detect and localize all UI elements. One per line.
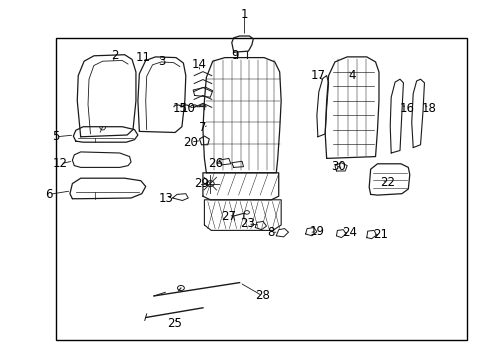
Text: 5: 5 <box>52 130 60 143</box>
Text: 15: 15 <box>172 102 187 115</box>
Text: 2: 2 <box>111 49 119 62</box>
Text: 18: 18 <box>421 102 436 114</box>
Text: 7: 7 <box>199 121 206 134</box>
Text: 12: 12 <box>53 157 67 170</box>
Text: 30: 30 <box>330 160 345 173</box>
Text: 4: 4 <box>347 69 355 82</box>
Text: 3: 3 <box>157 55 165 68</box>
Bar <box>56 38 466 340</box>
Text: 22: 22 <box>380 176 394 189</box>
Text: 20: 20 <box>183 136 198 149</box>
Text: 26: 26 <box>207 157 222 170</box>
Text: 6: 6 <box>45 188 53 201</box>
Text: 24: 24 <box>342 226 356 239</box>
Text: 28: 28 <box>255 289 269 302</box>
Text: 10: 10 <box>181 102 195 114</box>
Text: 19: 19 <box>309 225 324 238</box>
Text: 17: 17 <box>310 69 325 82</box>
Text: 29: 29 <box>194 177 209 190</box>
Text: 11: 11 <box>135 51 150 64</box>
Text: 25: 25 <box>167 317 182 330</box>
Text: 21: 21 <box>372 228 387 241</box>
Text: 27: 27 <box>221 210 235 223</box>
Text: 16: 16 <box>399 102 413 114</box>
Text: 14: 14 <box>192 58 206 71</box>
Text: 1: 1 <box>240 8 248 21</box>
Text: 23: 23 <box>240 217 255 230</box>
Text: 8: 8 <box>267 226 275 239</box>
Text: 13: 13 <box>159 192 173 204</box>
Text: 9: 9 <box>230 49 238 62</box>
